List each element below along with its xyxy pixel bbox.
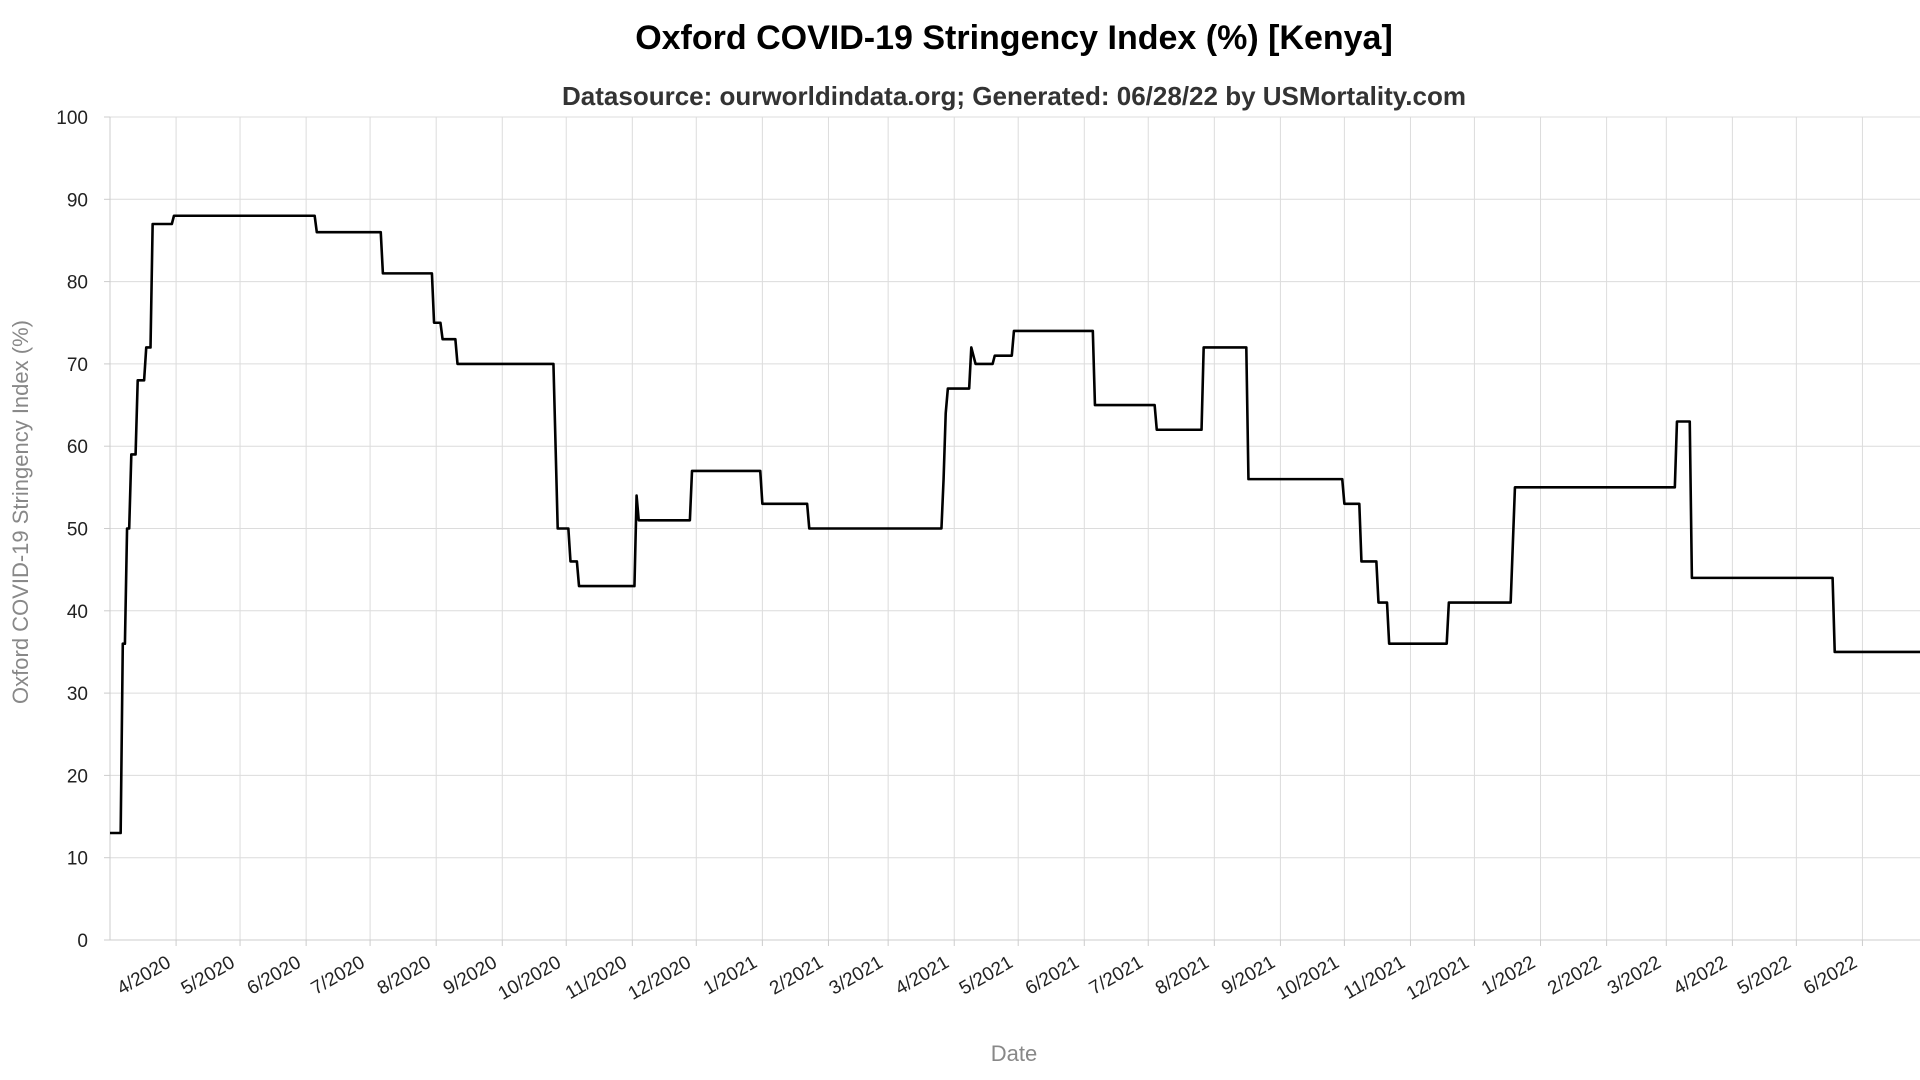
- x-tick-label: 5/2021: [956, 952, 1017, 999]
- x-tick-label: 11/2020: [562, 952, 631, 1004]
- x-tick-label: 10/2021: [1273, 952, 1343, 1005]
- x-tick-label: 9/2021: [1218, 952, 1279, 999]
- x-tick-label: 3/2021: [826, 952, 887, 999]
- x-tick-label: 6/2021: [1022, 952, 1083, 999]
- x-tick-label: 1/2021: [700, 952, 761, 999]
- y-tick-label: 100: [56, 108, 88, 129]
- y-axis-title: Oxford COVID-19 Stringency Index (%): [8, 320, 33, 704]
- x-tick-label: 6/2022: [1800, 952, 1861, 999]
- x-tick-label: 7/2021: [1086, 952, 1147, 999]
- x-tick-label: 9/2020: [440, 952, 501, 999]
- chart-subtitle: Datasource: ourworldindata.org; Generate…: [562, 81, 1466, 111]
- x-tick-label: 1/2022: [1478, 952, 1539, 999]
- chart-title: Oxford COVID-19 Stringency Index (%) [Ke…: [635, 19, 1393, 57]
- y-tick-label: 60: [67, 437, 88, 458]
- x-tick-label: 8/2020: [374, 952, 435, 999]
- x-tick-label: 3/2022: [1604, 952, 1665, 999]
- stringency-series-line: [110, 214, 1920, 835]
- x-tick-label: 2/2022: [1544, 952, 1605, 999]
- y-tick-label: 70: [67, 355, 88, 376]
- x-tick-label: 11/2021: [1340, 952, 1409, 1004]
- series-layer: [110, 214, 1920, 835]
- axes: 0 10 20 30 40 50 60 70 80 90 100 4/2020 5/2020 6/2020…: [56, 108, 1920, 1005]
- x-tick-label: 12/2021: [1403, 952, 1473, 1005]
- y-tick-label: 80: [67, 273, 88, 294]
- y-tick-label: 20: [67, 766, 88, 787]
- y-tick-label: 10: [67, 849, 88, 870]
- x-tick-label: 10/2020: [495, 952, 565, 1005]
- y-tick-label: 40: [67, 602, 88, 623]
- x-tick-label: 4/2022: [1670, 952, 1731, 999]
- x-tick-label: 8/2021: [1152, 952, 1213, 999]
- x-axis-title: Date: [991, 1041, 1037, 1066]
- y-tick-label: 90: [67, 190, 88, 211]
- x-tick-label: 7/2020: [308, 952, 369, 999]
- y-tick-label: 0: [77, 931, 88, 952]
- x-tick-label: 2/2021: [766, 952, 827, 999]
- x-tick-label: 12/2020: [625, 952, 695, 1005]
- y-tick-label: 50: [67, 520, 88, 541]
- x-tick-label: 5/2022: [1734, 952, 1795, 999]
- y-tick-label: 30: [67, 684, 88, 705]
- gridlines: [110, 116, 1920, 941]
- x-tick-label: 5/2020: [178, 952, 239, 999]
- x-tick-label: 4/2021: [892, 952, 953, 999]
- x-tick-label: 6/2020: [244, 952, 305, 999]
- x-tick-label: 4/2020: [114, 952, 175, 999]
